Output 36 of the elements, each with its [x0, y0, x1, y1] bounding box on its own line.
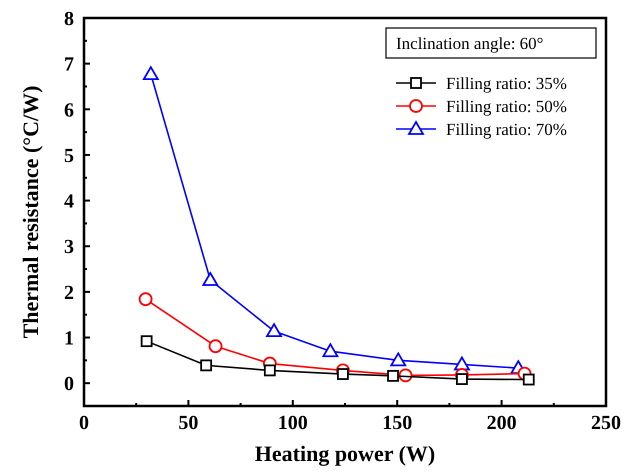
- point: [454, 356, 470, 370]
- point: [208, 339, 222, 354]
- x-tick-label: 0: [79, 412, 89, 434]
- point: [456, 373, 468, 385]
- y-tick-label: 7: [64, 54, 74, 76]
- x-tick-label: 250: [591, 412, 621, 434]
- x-tick-label: 150: [382, 412, 412, 434]
- point: [322, 343, 338, 358]
- y-tick-label: 6: [64, 99, 74, 122]
- point: [200, 359, 212, 372]
- x-tick-label: 100: [278, 412, 308, 434]
- y-tick-label: 8: [64, 8, 74, 30]
- point: [390, 352, 406, 366]
- point: [522, 374, 535, 386]
- point: [140, 335, 153, 348]
- point: [264, 364, 276, 376]
- legend-label: Filling ratio: 70%: [446, 120, 567, 139]
- x-tick-label: 200: [486, 412, 517, 434]
- point: [387, 370, 399, 382]
- y-tick-label: 3: [64, 236, 74, 258]
- point: [142, 66, 159, 80]
- y-tick-label: 0: [64, 373, 74, 396]
- point: [138, 292, 152, 306]
- point: [202, 272, 218, 286]
- x-axis-title: Heating power (W): [254, 441, 436, 466]
- y-tick-label: 1: [64, 328, 74, 350]
- y-tick-label: 2: [64, 282, 74, 304]
- point: [266, 323, 282, 338]
- point: [337, 368, 349, 380]
- y-axis-title: Thermal resistance (°C/W): [18, 86, 43, 338]
- legend-title: Inclination angle: 60°: [396, 34, 544, 53]
- x-tick-label: 50: [178, 412, 198, 434]
- y-tick-label: 4: [64, 190, 74, 213]
- legend-label: Filling ratio: 35%: [446, 74, 567, 93]
- legend-label: Filling ratio: 50%: [446, 97, 567, 116]
- y-tick-label: 5: [64, 144, 74, 167]
